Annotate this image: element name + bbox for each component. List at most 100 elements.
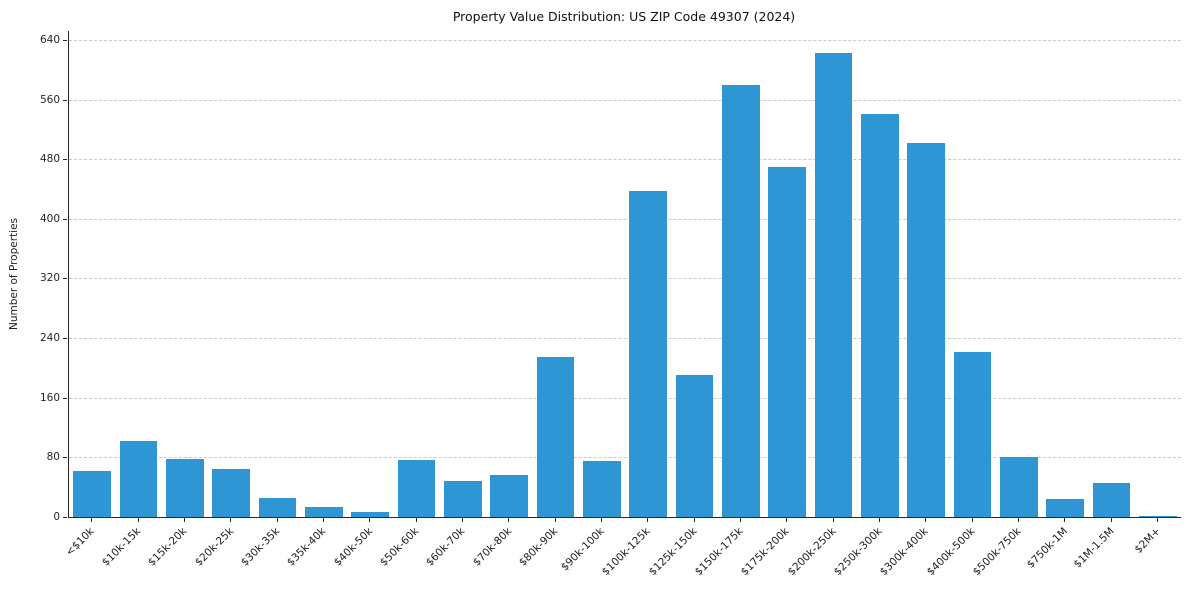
xtick-mark-$60k-70k <box>461 518 463 522</box>
xtick-mark-$100k-125k <box>647 518 649 522</box>
xtick-label-text: $90k-100k <box>558 525 607 574</box>
xtick-mark-$15k-20k <box>183 518 185 522</box>
xtick-label-text: $60k-70k <box>424 525 468 569</box>
bar-$150k-175k <box>721 84 760 517</box>
xtick-mark-$150k-175k <box>739 518 741 522</box>
bar-$50k-60k <box>397 459 436 517</box>
xtick-label-text: $2M+ <box>1132 525 1163 556</box>
ytick-mark-560 <box>63 99 67 101</box>
gridline-160 <box>69 397 1181 399</box>
xtick-label-text: $70k-80k <box>470 525 514 569</box>
xtick-mark-$2M+ <box>1156 518 1158 522</box>
gridline-640 <box>69 39 1181 41</box>
ytick-label-320: 320 <box>39 272 60 285</box>
xtick-mark-$1M-1.5M <box>1110 518 1112 522</box>
bar-$2M+ <box>1138 515 1177 517</box>
xtick-label-text: <$10k <box>63 525 97 559</box>
xtick-label-text: $80k-90k <box>516 525 561 569</box>
xtick-label-text: $30k-35k <box>238 525 283 569</box>
xtick-label-text: $125k-150k <box>646 525 700 579</box>
xtick-mark-$20k-25k <box>230 518 232 522</box>
chart-title: Property Value Distribution: US ZIP Code… <box>452 9 796 24</box>
xtick-label-text: $40k-50k <box>331 525 375 569</box>
ytick-mark-240 <box>63 338 67 340</box>
ytick-label-160: 160 <box>39 391 60 404</box>
ytick-label-80: 80 <box>46 451 60 464</box>
bar-$250k-300k <box>860 113 899 517</box>
xtick-label-text: $35k-40k <box>285 525 329 569</box>
bar-$500k-750k <box>999 457 1038 517</box>
xtick-mark-$200k-250k <box>832 518 834 522</box>
bar-$300k-400k <box>907 142 946 517</box>
bar-$20k-25k <box>212 469 251 517</box>
bar-$175k-200k <box>768 166 807 517</box>
ytick-label-560: 560 <box>39 93 60 106</box>
ytick-label-480: 480 <box>39 153 60 166</box>
gridline-80 <box>69 457 1181 459</box>
bar-$1M-1.5M <box>1092 482 1131 517</box>
bar-$40k-50k <box>351 511 390 517</box>
xtick-label-text: $10k-15k <box>99 525 144 569</box>
bar-$35k-40k <box>304 507 343 517</box>
xtick-mark-$30k-35k <box>276 518 278 522</box>
ytick-mark-0 <box>63 517 67 518</box>
xtick-mark-$50k-60k <box>415 518 417 522</box>
xtick-mark-$750k-1M <box>1064 518 1066 522</box>
plot-area <box>68 31 1181 518</box>
bar-$80k-90k <box>536 356 575 517</box>
ytick-mark-160 <box>63 397 67 399</box>
xtick-label-text: $15k-20k <box>146 525 190 569</box>
bar-$400k-500k <box>953 351 992 517</box>
bar-$60k-70k <box>443 481 482 517</box>
ytick-label-0: 0 <box>53 511 60 523</box>
xtick-label-text: $1M-1.5M <box>1071 525 1117 571</box>
xtick-mark-$40k-50k <box>369 518 371 522</box>
gridline-240 <box>69 338 1181 340</box>
ytick-mark-320 <box>63 278 67 280</box>
xtick-label-text: $100k-125k <box>600 525 653 579</box>
xtick-mark-$80k-90k <box>554 518 556 522</box>
bar-<$10k <box>73 470 112 517</box>
xtick-mark-$175k-200k <box>786 518 788 522</box>
bar-$30k-35k <box>258 497 297 517</box>
gridline-480 <box>69 159 1181 161</box>
bar-$200k-250k <box>814 52 853 517</box>
ytick-mark-80 <box>63 457 67 459</box>
gridline-320 <box>69 278 1181 280</box>
gridline-560 <box>69 99 1181 101</box>
xtick-mark-<$10k <box>91 518 93 522</box>
xtick-label-text: $400k-500k <box>924 525 978 579</box>
xtick-mark-$70k-80k <box>508 518 510 522</box>
ytick-label-400: 400 <box>39 212 60 225</box>
xtick-mark-$125k-150k <box>693 518 695 522</box>
xtick-mark-$400k-500k <box>971 518 973 522</box>
gridline-400 <box>69 218 1181 220</box>
xtick-label-text: $500k-750k <box>970 525 1024 579</box>
bar-$90k-100k <box>582 461 621 517</box>
bar-$750k-1M <box>1046 499 1085 517</box>
xtick-label-text: $750k-1M <box>1024 525 1070 571</box>
xtick-mark-$10k-15k <box>137 518 139 522</box>
xtick-label-text: $150k-175k <box>692 525 746 579</box>
xtick-label-text: $20k-25k <box>192 525 236 569</box>
bar-$70k-80k <box>490 475 529 517</box>
ytick-label-240: 240 <box>39 332 60 345</box>
xtick-label-text: $300k-400k <box>878 525 931 579</box>
xtick-label-text: $175k-200k <box>739 525 792 579</box>
bar-$15k-20k <box>165 458 204 517</box>
xtick-mark-$300k-400k <box>925 518 927 522</box>
xtick-label-text: $50k-60k <box>377 525 422 569</box>
bar-$10k-15k <box>119 440 158 517</box>
ytick-mark-640 <box>63 39 67 41</box>
xtick-label-text: $200k-250k <box>785 525 839 579</box>
xtick-mark-$250k-300k <box>878 518 880 522</box>
xtick-mark-$35k-40k <box>322 518 324 522</box>
ytick-mark-400 <box>63 218 67 220</box>
ytick-mark-480 <box>63 159 67 161</box>
ytick-label-640: 640 <box>39 33 60 46</box>
xtick-mark-$500k-750k <box>1017 518 1019 522</box>
bar-$100k-125k <box>629 191 668 517</box>
bar-$125k-150k <box>675 375 714 517</box>
xtick-label-text: $250k-300k <box>831 525 885 579</box>
